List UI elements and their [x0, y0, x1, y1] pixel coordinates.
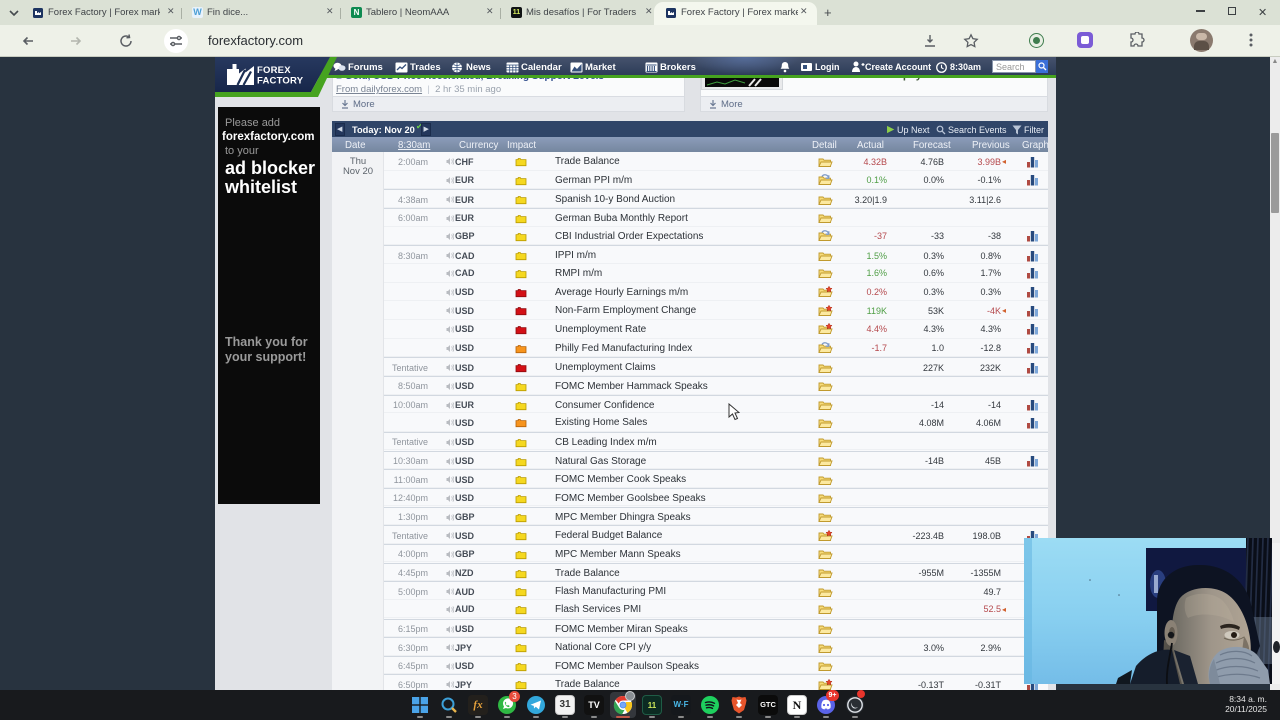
- svg-text:FACTORY: FACTORY: [257, 76, 304, 87]
- svg-text:FOREX: FOREX: [257, 65, 291, 76]
